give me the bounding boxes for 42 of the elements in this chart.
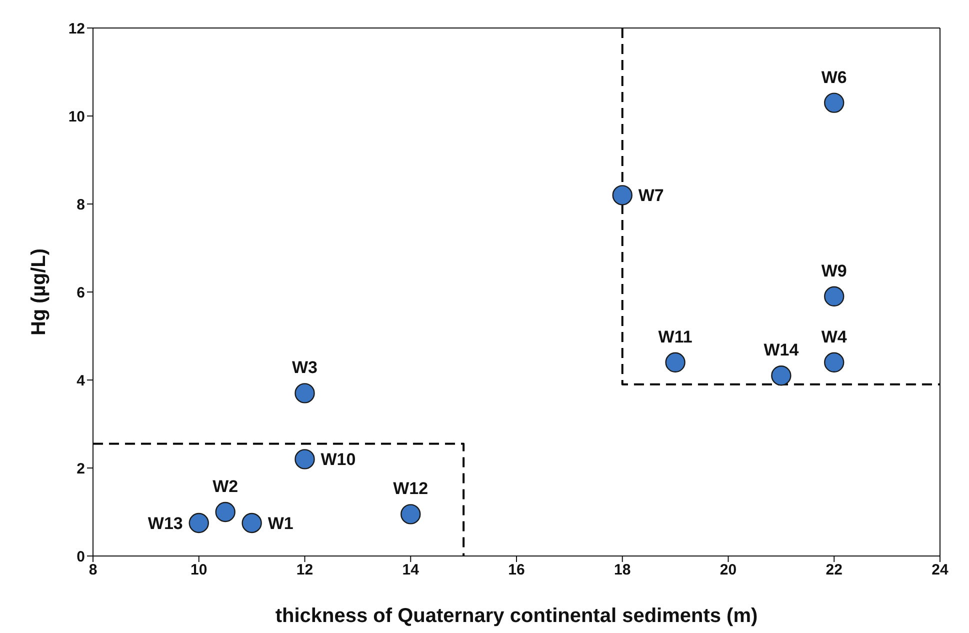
point (215, 502, 236, 522)
annotation: W4 (821, 327, 848, 346)
x-tick-label: 22 (826, 562, 842, 579)
point (824, 286, 844, 306)
x-tick-label: 24 (932, 562, 949, 579)
point (242, 512, 262, 534)
y-tick-label: 10 (68, 108, 85, 126)
annotation: W14 (764, 340, 800, 360)
point (665, 352, 686, 372)
annotation: W1 (268, 514, 294, 533)
y-tick-label: 6 (76, 284, 85, 302)
point (294, 383, 315, 404)
y-tick-label: 12 (68, 20, 85, 38)
x-tick-label: 10 (190, 562, 208, 579)
annotation: W10 (320, 450, 356, 470)
annotation: W9 (821, 261, 847, 280)
x-tick-label: 14 (402, 562, 420, 579)
x-tick-label: 8 (88, 562, 98, 579)
annotation: W13 (148, 514, 183, 533)
y-axis-title: Hg (µg/L) (28, 248, 50, 336)
x-tick-label: 20 (720, 562, 737, 579)
point (771, 366, 792, 386)
point (612, 185, 632, 206)
annotation: W6 (821, 68, 847, 87)
x-tick-label: 16 (508, 562, 525, 579)
annotation: W2 (212, 477, 238, 496)
point (824, 92, 844, 113)
annotation: W11 (658, 327, 692, 346)
x-axis-title: thickness of Quaternary continental sediments (m) (275, 605, 758, 627)
y-tick-label: 4 (76, 372, 86, 390)
point (188, 512, 209, 534)
annotation: W3 (292, 358, 318, 378)
y-tick-label: 0 (76, 548, 85, 566)
point (400, 504, 421, 524)
point (824, 352, 844, 372)
y-tick-label: 2 (76, 460, 85, 478)
y-tick-label: 8 (76, 196, 85, 214)
annotation: W12 (393, 479, 428, 498)
annotation: W7 (638, 186, 664, 206)
x-tick-label: 18 (614, 562, 631, 579)
point (294, 449, 315, 470)
x-tick-label: 12 (296, 562, 314, 579)
